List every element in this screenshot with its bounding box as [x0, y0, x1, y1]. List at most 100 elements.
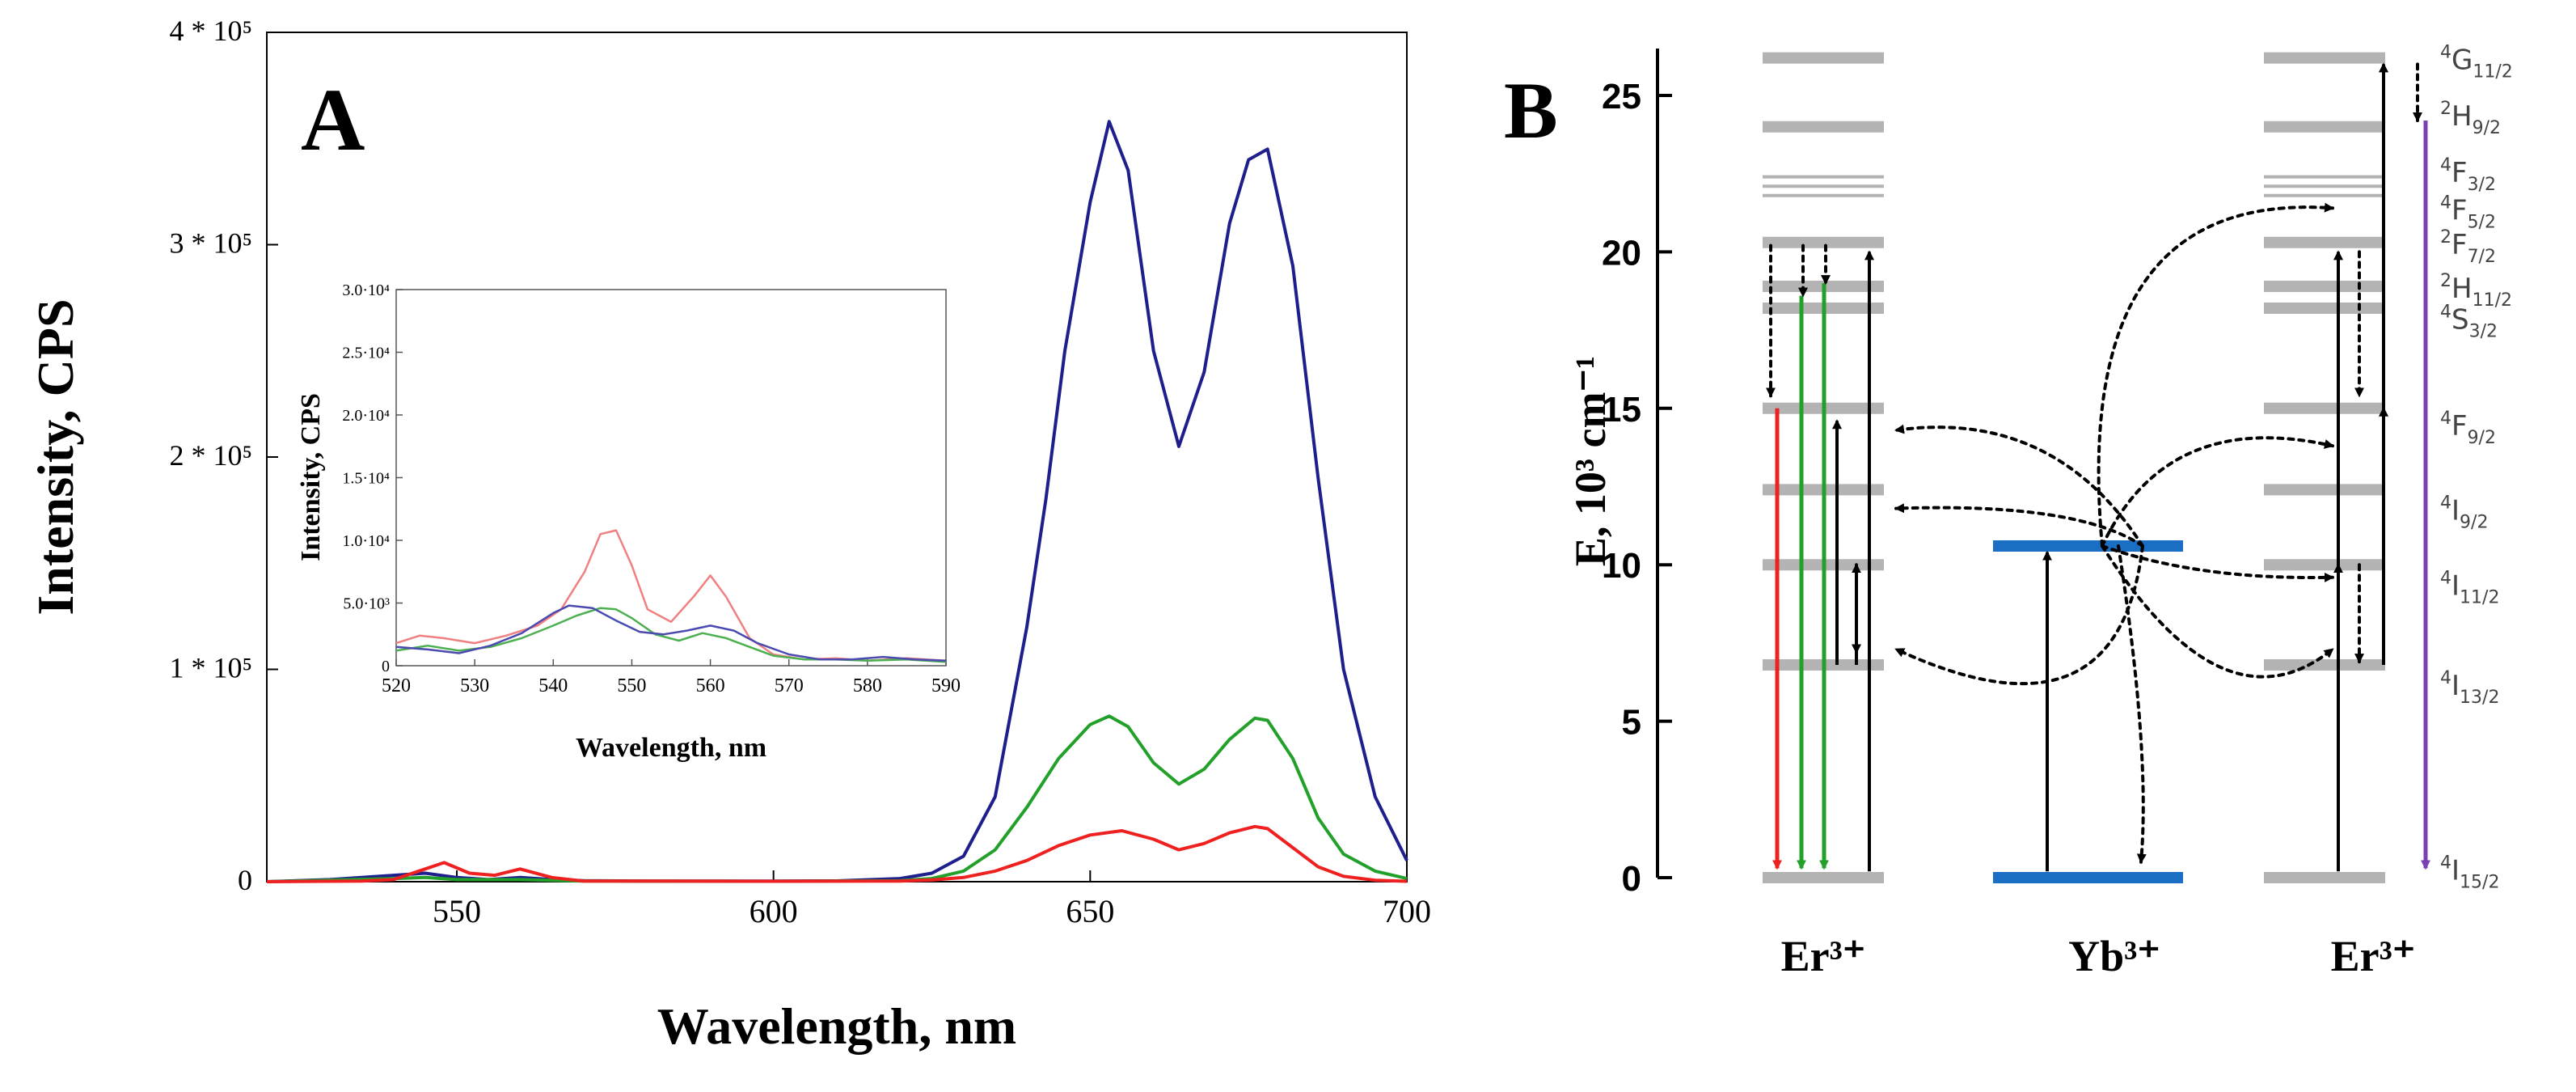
- term-sub: 11/2: [2473, 62, 2512, 83]
- x-tick-label: 550: [433, 893, 481, 929]
- y-tick-label: 1 * 10⁵: [169, 652, 252, 684]
- x-tick-label: 600: [750, 893, 798, 929]
- ion-label-er-left: Er³⁺: [1781, 932, 1866, 980]
- term-sup: 2: [2440, 271, 2451, 291]
- term-sup: 2: [2440, 99, 2451, 119]
- panel-label-a: A: [301, 70, 365, 169]
- energy-transfer-arrow: [1894, 544, 2144, 686]
- energy-transfer-arrow: [1894, 503, 2144, 548]
- term-label: 4S3/2: [2440, 303, 2498, 342]
- term-sup: 4: [2440, 303, 2451, 323]
- term-labels: 4G11/22H9/24F3/24F5/22F7/22H11/24S3/24F9…: [2440, 43, 2513, 893]
- inset-y-tick-label: 0: [382, 658, 390, 675]
- series-line-red: [266, 824, 1408, 883]
- term-label: 4I11/2: [2440, 568, 2499, 607]
- term-sup: 4: [2440, 408, 2451, 429]
- series-line-green: [266, 714, 1408, 883]
- term-sup: 4: [2440, 193, 2451, 213]
- term-symbol: F: [2451, 194, 2468, 226]
- x-ticks: 550 600 650 700: [433, 870, 1431, 929]
- term-sub: 3/2: [2469, 322, 2498, 342]
- inset-y-tick-label: 2.5·10⁴: [342, 345, 390, 362]
- term-symbol: I: [2451, 569, 2460, 602]
- term-label: 4G11/2: [2440, 43, 2513, 83]
- term-symbol: G: [2451, 44, 2473, 77]
- y-tick-label: 2 * 10⁵: [169, 439, 252, 472]
- term-sub: 9/2: [2460, 513, 2488, 533]
- term-sup: 4: [2440, 155, 2451, 176]
- inset-series-group: [395, 529, 947, 663]
- inset-x-tick-label: 530: [460, 675, 489, 696]
- inset-x-ticks: 520 530 540 550 560 570 580 590: [382, 659, 961, 696]
- term-sup: 2: [2440, 227, 2451, 248]
- inset-x-axis-label: Wavelength, nm: [576, 733, 766, 763]
- inset-x-tick-label: 590: [931, 675, 961, 696]
- term-symbol: S: [2451, 304, 2469, 336]
- panel-label-b: B: [1504, 66, 1558, 155]
- energy-transfer-arrow: [2101, 544, 2334, 582]
- energy-levels: [1763, 52, 2385, 883]
- term-sub: 11/2: [2473, 290, 2512, 311]
- energy-transfer-arrow: [2097, 202, 2334, 548]
- term-symbol: F: [2451, 229, 2468, 261]
- x-tick-label: 650: [1066, 893, 1114, 929]
- term-symbol: F: [2451, 157, 2468, 189]
- term-label: 4I15/2: [2440, 853, 2499, 892]
- inset-x-tick-label: 550: [617, 675, 646, 696]
- term-label: 4F9/2: [2440, 408, 2496, 448]
- term-sub: 13/2: [2460, 688, 2499, 708]
- term-label: 2F7/2: [2440, 227, 2496, 267]
- ion-label-yb: Yb³⁺: [2068, 932, 2160, 980]
- panel-a: A 0 1 * 10⁵ 2 * 10⁵ 3 * 10⁵ 4 * 10⁵ 550 600 65…: [27, 15, 1431, 1055]
- inset-y-axis-label: Intensity, CPS: [296, 393, 326, 561]
- x-axis-label: Wavelength, nm: [657, 997, 1016, 1055]
- term-symbol: I: [2451, 495, 2460, 527]
- inset-x-tick-label: 540: [538, 675, 568, 696]
- term-sub: 7/2: [2468, 247, 2496, 267]
- inset-y-tick-label: 2.0·10⁴: [342, 407, 390, 425]
- term-label: 4I13/2: [2440, 668, 2499, 708]
- term-symbol: H: [2451, 100, 2473, 133]
- inset-frame: [395, 289, 947, 667]
- energy-transfer-arrow: [2101, 544, 2334, 679]
- series-group: [266, 120, 1408, 883]
- term-label: 4F3/2: [2440, 155, 2496, 195]
- energy-axis-label: E, 10³ cm⁻¹: [1566, 356, 1615, 566]
- inset-x-tick-label: 560: [696, 675, 725, 696]
- inset-x-tick-label: 570: [775, 675, 804, 696]
- term-sub: 11/2: [2460, 587, 2499, 607]
- term-sub: 9/2: [2468, 428, 2496, 448]
- inset-chart: 0 5.0·10³ 1.0·10⁴ 1.5·10⁴ 2.0·10⁴ 2.5·10⁴ 3.0·…: [296, 281, 961, 763]
- term-sup: 4: [2440, 853, 2451, 873]
- energy-tick-label: 5: [1622, 703, 1641, 743]
- term-sup: 4: [2440, 43, 2451, 63]
- x-tick-label: 700: [1383, 893, 1431, 929]
- term-label: 2H11/2: [2440, 271, 2512, 311]
- term-symbol: H: [2451, 273, 2473, 305]
- term-sup: 4: [2440, 493, 2451, 514]
- term-symbol: I: [2451, 670, 2460, 702]
- y-tick-label: 4 * 10⁵: [169, 15, 252, 47]
- y-tick-label: 3 * 10⁵: [169, 227, 252, 260]
- inset-y-tick-label: 3.0·10⁴: [342, 281, 390, 299]
- term-sub: 9/2: [2473, 118, 2501, 138]
- energy-transfer-arrow: [2101, 436, 2334, 548]
- inset-x-tick-label: 580: [853, 675, 882, 696]
- inset-y-tick-label: 1.5·10⁴: [342, 470, 390, 488]
- term-label: 2H9/2: [2440, 99, 2501, 138]
- energy-tick-label: 0: [1622, 859, 1641, 899]
- term-label: 4F5/2: [2440, 193, 2496, 232]
- energy-tick-label: 10: [1602, 546, 1641, 586]
- inset-y-ticks: 0 5.0·10³ 1.0·10⁴ 1.5·10⁴ 2.0·10⁴ 2.5·10⁴ 3.0·…: [342, 281, 403, 675]
- inset-y-tick-label: 5.0·10³: [343, 595, 390, 613]
- energy-tick-label: 20: [1602, 233, 1641, 273]
- term-sub: 15/2: [2460, 872, 2499, 892]
- y-ticks: 0 1 * 10⁵ 2 * 10⁵ 3 * 10⁵ 4 * 10⁵: [169, 15, 278, 896]
- term-symbol: F: [2451, 410, 2468, 442]
- energy-transfer-arrow: [2117, 544, 2147, 864]
- inset-x-tick-label: 520: [382, 675, 411, 696]
- term-symbol: I: [2451, 854, 2460, 887]
- energy-tick-label: 15: [1602, 390, 1641, 430]
